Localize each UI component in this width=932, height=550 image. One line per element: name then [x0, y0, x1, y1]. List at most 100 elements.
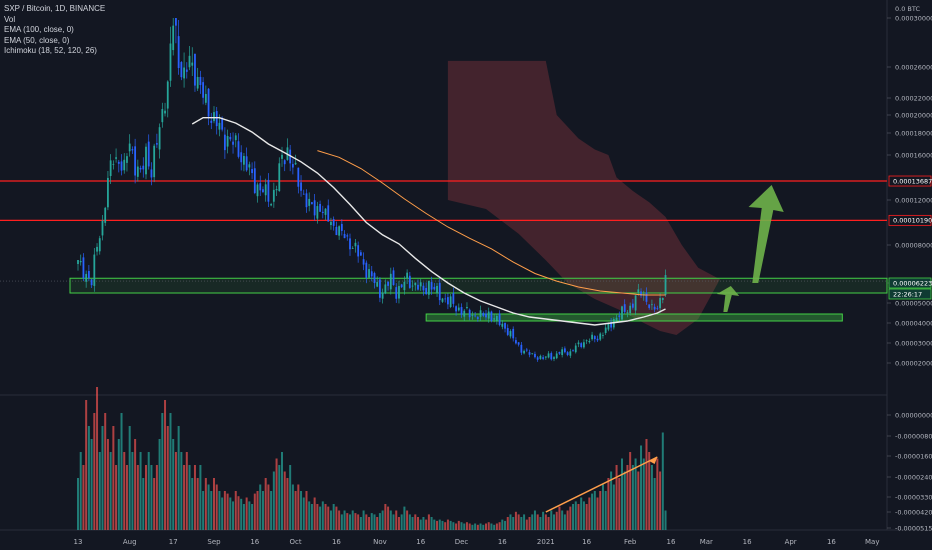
candle-body [400, 284, 403, 288]
volume-bar [444, 522, 447, 530]
volume-bar [297, 484, 300, 530]
candle-body [618, 315, 621, 317]
ema50-indicator-label[interactable]: EMA (50, close, 0) [4, 35, 70, 45]
candle-body [128, 143, 131, 152]
candle-body [259, 183, 262, 191]
candle-body [196, 76, 199, 89]
volume-bar [164, 400, 167, 530]
time-axis-label: Sep [207, 538, 221, 546]
candle-body [321, 211, 324, 213]
symbol-title[interactable]: SXP / Bitcoin, 1D, BINANCE [4, 4, 106, 13]
candle-body [338, 226, 341, 236]
volume-bar [561, 510, 564, 530]
volume-bar [242, 504, 245, 530]
volume-bar [645, 439, 648, 530]
volume-bar [316, 504, 319, 530]
volume-bar [446, 519, 449, 530]
candle-body [90, 279, 93, 286]
volume-bar [109, 452, 112, 530]
ichimoku-cloud-area [447, 60, 720, 336]
candle-body [425, 287, 428, 295]
volume-bar [79, 452, 82, 530]
candle-body [398, 286, 400, 299]
volume-bar [417, 517, 419, 530]
volume-bar [626, 465, 629, 530]
candle-body [112, 163, 115, 165]
candle-body [177, 36, 180, 69]
volume-bar [618, 478, 621, 530]
candle-body [191, 62, 194, 66]
volume-bar [634, 458, 637, 530]
candle-body [563, 348, 566, 353]
volume-bar [425, 519, 428, 530]
candle-body [479, 310, 482, 317]
time-axis-label: Nov [373, 538, 387, 546]
volume-bar [256, 491, 259, 530]
volume-bars [77, 387, 667, 530]
volume-bar [215, 484, 218, 530]
volume-bar [234, 491, 237, 530]
candle-body [199, 76, 202, 86]
candle-body [558, 352, 561, 354]
candle-body [599, 333, 602, 340]
time-axis-label: Feb [624, 538, 637, 546]
price-axis-label: 0.00002000 [895, 359, 932, 367]
time-axis[interactable]: 13 Aug 17 Sep 16 Oct 16 Nov 16 Dec 16 2021 16 Feb 16 Ma… [74, 538, 880, 546]
volume-bar [120, 413, 123, 530]
candle-body [158, 127, 161, 150]
candle-body [194, 53, 196, 86]
candle-body [215, 111, 218, 127]
price-axis-label: 0.00018000 [895, 129, 932, 137]
volume-bar [169, 413, 172, 530]
volume-bar [155, 465, 158, 530]
candle-body [172, 25, 175, 51]
price-axis-label: 0.00004000 [895, 319, 932, 327]
volume-bar [498, 522, 501, 530]
volume-indicator-label[interactable]: Vol [4, 14, 16, 24]
candle-body [659, 298, 661, 309]
candle-body [436, 285, 438, 293]
candle-body [381, 292, 384, 299]
volume-bar [642, 458, 645, 530]
candle-body [142, 165, 145, 170]
candle-body [332, 219, 335, 226]
ema100-indicator-label[interactable]: EMA (100, close, 0) [4, 25, 74, 34]
volume-bar [523, 514, 526, 530]
volume-bar [321, 501, 324, 530]
time-axis-label: 16 [416, 538, 425, 546]
price-axis-label: 0.00030000 [895, 14, 932, 22]
candle-body [441, 298, 444, 302]
volume-bar [221, 497, 224, 530]
candle-body [134, 146, 137, 176]
candle-body [351, 248, 354, 249]
volume-bar [468, 523, 471, 530]
candle-body [248, 164, 251, 168]
volume-bar [607, 478, 610, 530]
candle-body [145, 146, 147, 175]
volume-bar [604, 491, 607, 530]
price-axis-label: 0.00022000 [895, 94, 932, 102]
volume-bar [210, 491, 213, 530]
volume-bar [403, 506, 406, 530]
candle-body [175, 18, 177, 26]
candle-body [221, 117, 224, 130]
candle-body [495, 315, 498, 321]
candle-body [349, 238, 351, 250]
candle-body [240, 152, 243, 163]
ichimoku-indicator-label[interactable]: Ichimoku (18, 52, 120, 26) [4, 46, 97, 55]
volume-bar [514, 511, 517, 530]
time-axis-label: 17 [169, 538, 178, 546]
volume-bar [82, 465, 85, 530]
volume-bar [104, 413, 107, 530]
candle-body [583, 342, 585, 348]
volume-bar [357, 514, 360, 530]
volume-bar [145, 465, 147, 530]
volume-bar [455, 523, 458, 530]
candle-body [324, 208, 327, 215]
volume-bar [656, 458, 659, 530]
volume-bar [408, 514, 411, 530]
volume-bar [650, 465, 653, 530]
candle-body [536, 357, 539, 360]
